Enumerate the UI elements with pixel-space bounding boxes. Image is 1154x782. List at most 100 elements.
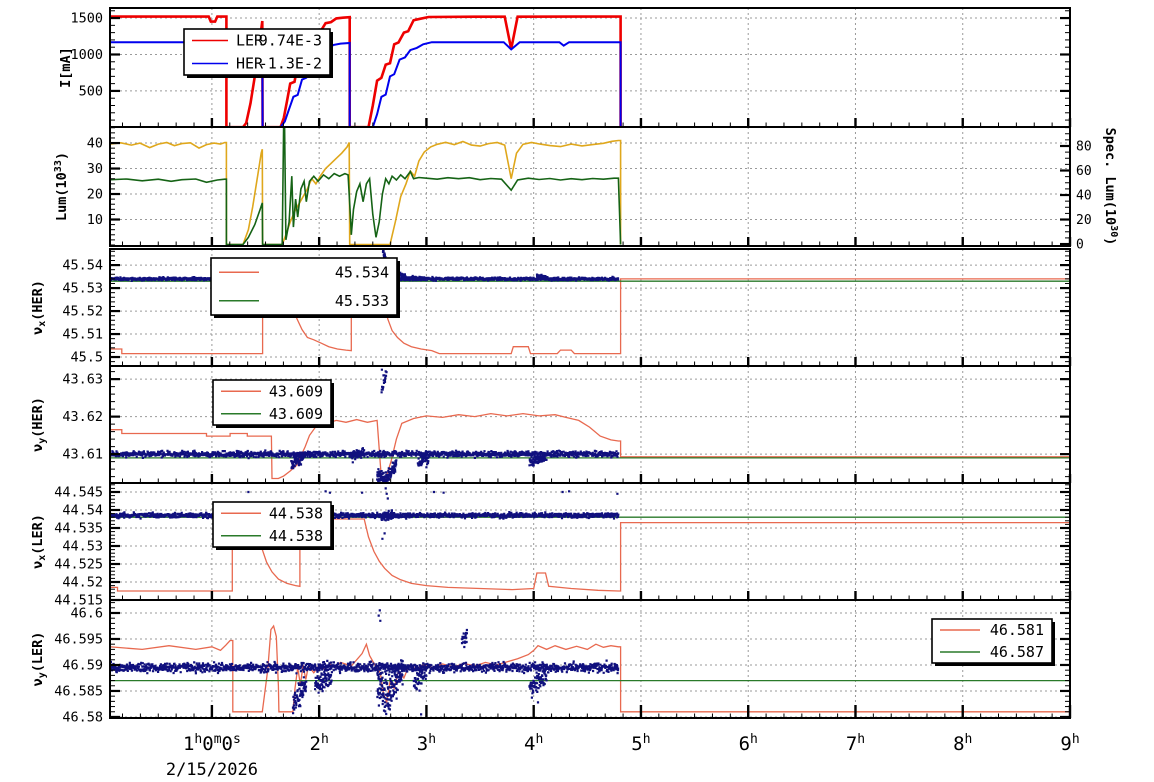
legend-value: 45.534 xyxy=(335,263,389,281)
x-hour-label: 5h​ xyxy=(631,732,650,755)
nuy_her-y-axis-label: νy(HER) xyxy=(30,397,48,452)
hour-unit-sup: s xyxy=(233,732,241,747)
right-axis-tick-label: 0 xyxy=(1076,238,1084,253)
label-rest: (HER) xyxy=(30,280,46,321)
y-tick-label: 46.58 xyxy=(62,709,103,725)
label-base: I[mA] xyxy=(58,47,74,88)
nuy-ler-setting-line xyxy=(111,624,1069,713)
hour-unit-sup: h xyxy=(194,732,202,747)
nux_ler-y-axis-label: νx(LER) xyxy=(30,514,48,569)
hour-unit-sup: h xyxy=(750,732,758,747)
hour-unit-sup: h xyxy=(1072,732,1080,747)
y-tick-label: 44.53 xyxy=(62,539,103,555)
y-tick-label: 20 xyxy=(87,187,103,203)
hour-number: 6 xyxy=(739,733,750,755)
hour-number: 1 xyxy=(183,733,194,755)
label-base: ν xyxy=(30,327,46,335)
lum-y-axis-label: Lum(1033) xyxy=(53,152,70,221)
legend-series-label: HER xyxy=(236,55,264,73)
panel-nux_her: 45.545.5145.5245.5345.54νx(HER)45.53445.… xyxy=(30,248,1072,367)
hour-number: 4 xyxy=(524,733,535,755)
y-tick-label: 45.51 xyxy=(62,327,103,343)
x-axis-labels: 1h​0m​0s​ 2h​ 3h​ 4h​ 5h​ 6h​ 7h​ 8h​ 9h​ 2/15/20… xyxy=(166,732,1080,780)
label-sub: y xyxy=(37,438,48,444)
legend-box xyxy=(931,618,1053,664)
x-hour-label: 3h​ xyxy=(417,732,436,755)
y-tick-label: 44.525 xyxy=(54,557,103,573)
y-tick-label: 46.595 xyxy=(54,631,103,647)
y-tick-label: 43.62 xyxy=(62,409,103,425)
nuy_ler-y-axis-label: νy(LER) xyxy=(30,632,48,687)
label-rest: ) xyxy=(1102,237,1118,245)
y-tick-label: 45.54 xyxy=(62,258,103,274)
hour-unit-sup: h xyxy=(321,732,329,747)
nuy-her-setting-line xyxy=(111,412,1069,480)
spec-lum-axis-label: Spec. Lum(1030) xyxy=(1102,128,1119,246)
y-tick-label: 46.59 xyxy=(62,657,103,673)
y-tick-label: 44.52 xyxy=(62,575,103,591)
legend-value: 9.74E-3 xyxy=(259,32,322,50)
y-tick-label: 43.61 xyxy=(62,447,103,463)
HER-current-trace xyxy=(111,41,622,126)
hour-number: 3 xyxy=(417,733,428,755)
label-base: Spec. Lum(10 xyxy=(1102,128,1118,226)
x-hour-label: 4h​ xyxy=(524,732,543,755)
plot-region xyxy=(111,368,1069,482)
legend-box xyxy=(183,28,331,76)
panel-border xyxy=(109,599,1071,719)
x-hour-label: 1h​0m​0s​ xyxy=(183,732,241,755)
plot-region xyxy=(111,15,622,126)
y-tick-label: 45.5 xyxy=(70,350,103,366)
label-base: ν xyxy=(30,561,46,569)
hour-number: 0 xyxy=(222,733,233,755)
legend-value: 46.581 xyxy=(990,621,1044,639)
label-base: ν xyxy=(30,444,46,452)
current-y-axis-label: I[mA] xyxy=(58,47,74,88)
hour-number: 8 xyxy=(953,733,964,755)
panel-border xyxy=(109,126,1071,247)
legend-box xyxy=(210,257,398,316)
luminosity-trace xyxy=(111,139,622,245)
hour-number: 2 xyxy=(310,733,321,755)
hour-number: 9 xyxy=(1060,733,1071,755)
plot-region xyxy=(111,128,622,245)
nux_her-y-axis-label: νx(HER) xyxy=(30,280,48,335)
x-hour-label: 8h​ xyxy=(953,732,972,755)
nux_her-measured-dots xyxy=(111,250,620,282)
y-tick-label: 10 xyxy=(87,212,103,228)
legend-box xyxy=(212,501,332,548)
label-sup: 33 xyxy=(53,160,64,172)
y-tick-label: 40 xyxy=(87,136,103,152)
y-tick-label: 45.53 xyxy=(62,281,103,297)
x-hour-label: 7h​ xyxy=(846,732,865,755)
label-base: ν xyxy=(30,678,46,686)
date-label: 2/15/2026 xyxy=(166,760,258,780)
nuy_ler-measured-dots xyxy=(111,609,620,717)
x-hour-label: 9h​ xyxy=(1060,732,1079,755)
label-sub: x xyxy=(37,321,48,327)
legend-value: 43.609 xyxy=(269,405,323,423)
panel-nuy_her: 43.61 43.62 43.63 νy(HER) 43.609 43.609 xyxy=(30,365,1072,484)
label-sub: x xyxy=(37,555,48,561)
axis-ticks xyxy=(110,371,1072,483)
y-tick-label: 1000 xyxy=(70,47,103,63)
hour-unit-sup: m xyxy=(214,732,222,747)
legend-value: 43.609 xyxy=(269,382,323,400)
legend-value: 44.538 xyxy=(269,504,323,522)
hour-number: 5 xyxy=(631,733,642,755)
hour-unit-sup: h xyxy=(643,732,651,747)
axis-ticks xyxy=(110,602,1072,719)
axis-ticks xyxy=(110,10,1072,127)
hour-number: 0 xyxy=(202,733,213,755)
hour-unit-sup: h xyxy=(965,732,973,747)
y-tick-label: 30 xyxy=(87,161,103,177)
right-axis-tick-label: 20 xyxy=(1076,213,1092,228)
hour-unit-sup: h xyxy=(857,732,865,747)
label-base: Lum(10 xyxy=(54,172,70,221)
legend-series-label: LER xyxy=(236,32,264,50)
y-tick-label: 44.54 xyxy=(62,503,103,519)
y-tick-label: 45.52 xyxy=(62,304,103,320)
legend-value: 44.538 xyxy=(269,527,323,545)
hour-unit-sup: h xyxy=(535,732,543,747)
